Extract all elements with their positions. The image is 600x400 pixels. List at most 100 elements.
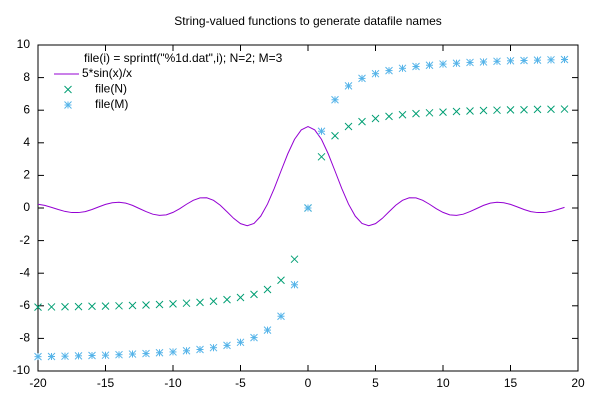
marker-stroke (506, 106, 515, 114)
y-tick-label: 8 (23, 70, 30, 84)
y-tick-label: -2 (19, 233, 30, 247)
data-point (439, 108, 447, 117)
data-point (520, 56, 528, 65)
data-point (371, 69, 380, 78)
data-point (34, 303, 42, 311)
data-point (493, 57, 501, 66)
data-point (412, 62, 420, 71)
marker-stroke (209, 297, 218, 306)
data-point (34, 352, 42, 361)
data-point (358, 74, 366, 83)
marker-stroke (344, 122, 353, 131)
data-point (128, 301, 137, 310)
marker-stroke (74, 302, 83, 311)
legend-swatch (64, 85, 72, 94)
y-tick-label: 4 (23, 135, 30, 149)
data-point (479, 58, 488, 66)
marker-stroke (479, 106, 488, 115)
data-point (371, 114, 380, 123)
data-point (169, 299, 177, 308)
data-point (425, 61, 434, 70)
marker-stroke (128, 301, 137, 310)
data-point (317, 127, 326, 136)
data-point (142, 301, 150, 309)
marker-stroke (493, 106, 501, 115)
legend-title: file(i) = sprintf("%1d.dat",i); N=2; M=3 (84, 51, 283, 65)
marker-stroke (317, 152, 326, 161)
marker-stroke (452, 107, 461, 116)
data-point (479, 106, 488, 115)
data-point (236, 338, 245, 347)
data-point (263, 326, 272, 334)
legend-label: 5*sin(x)/x (82, 66, 132, 80)
marker-stroke (466, 107, 474, 115)
data-point (155, 300, 164, 309)
data-point (115, 350, 123, 359)
data-point (358, 117, 366, 126)
y-tick-label: -6 (19, 298, 30, 312)
data-point (304, 204, 312, 212)
data-point (223, 295, 231, 304)
data-point (385, 112, 393, 121)
marker-stroke (88, 302, 96, 311)
marker-stroke (101, 302, 110, 310)
data-point (547, 55, 555, 64)
x-tick-label: 10 (436, 376, 450, 390)
data-point (277, 276, 285, 285)
marker-stroke (439, 108, 447, 117)
data-point (61, 352, 69, 361)
data-point (61, 302, 69, 311)
marker-stroke (520, 105, 528, 114)
marker-stroke (371, 114, 380, 123)
data-point (101, 302, 110, 310)
data-point (493, 106, 501, 115)
marker-stroke (182, 299, 191, 308)
data-point (331, 95, 339, 104)
marker-stroke (398, 110, 407, 119)
marker-stroke (331, 131, 339, 140)
y-tick-label: 6 (23, 102, 30, 116)
marker-stroke (223, 295, 231, 304)
marker-stroke (263, 285, 272, 294)
data-point (155, 348, 164, 357)
marker-stroke (115, 301, 123, 310)
data-point (547, 105, 555, 114)
data-point (142, 349, 150, 358)
chart-title: String-valued functions to generate data… (174, 14, 442, 28)
data-point (317, 152, 326, 161)
y-tick-label: -8 (19, 331, 30, 345)
data-point (250, 333, 258, 342)
x-tick-label: 5 (372, 376, 379, 390)
data-point (560, 105, 569, 113)
marker-stroke (533, 105, 542, 114)
data-point (74, 351, 83, 360)
x-tick-label: -15 (97, 376, 115, 390)
data-point (506, 56, 515, 65)
marker-stroke (169, 299, 177, 308)
data-point (520, 105, 528, 114)
data-point (128, 350, 137, 358)
x-tick-label: -20 (29, 376, 47, 390)
data-point (290, 255, 299, 264)
data-point (290, 280, 299, 289)
marker-stroke (425, 108, 434, 117)
x-tick-label: 20 (571, 376, 585, 390)
marker-stroke (155, 300, 164, 309)
marker-stroke (385, 112, 393, 121)
data-point (115, 301, 123, 310)
marker-stroke (47, 303, 56, 311)
data-point (277, 312, 285, 321)
y-tick-label: -10 (13, 363, 31, 377)
marker-stroke (290, 255, 299, 264)
data-point (250, 290, 258, 299)
marker-stroke (61, 302, 69, 311)
data-point (209, 297, 218, 306)
data-point (47, 303, 56, 311)
marker-stroke (412, 109, 420, 118)
data-point (439, 60, 447, 68)
data-point (88, 351, 96, 360)
marker-stroke (142, 301, 150, 309)
data-point (466, 107, 474, 115)
